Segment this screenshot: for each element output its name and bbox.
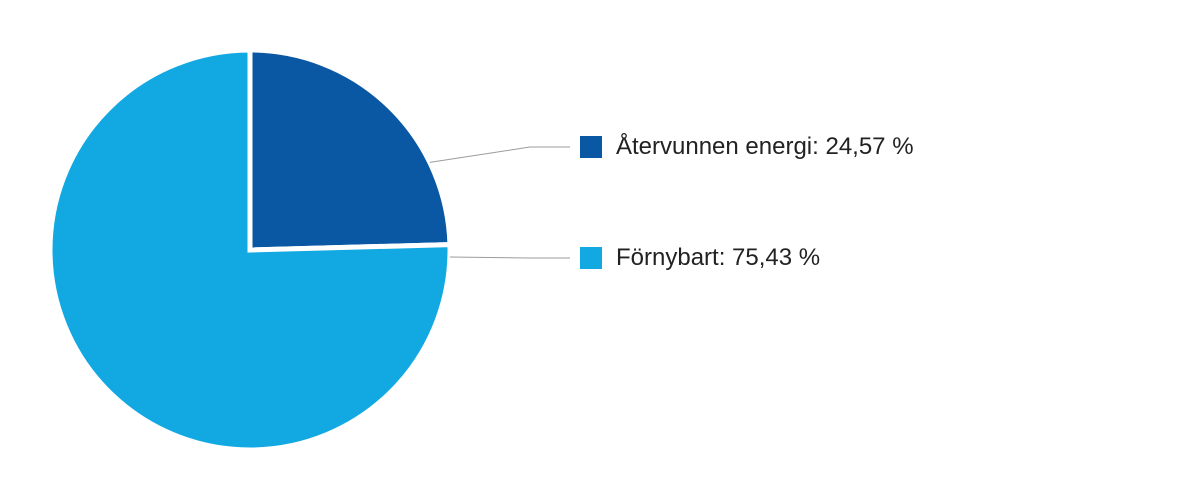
leader-line-fornybart [450,257,570,258]
legend-label-atervunnen: Återvunnen energi: 24,57 % [616,133,914,161]
legend-item-fornybart: Förnybart: 75,43 % [580,244,820,272]
legend-swatch-fornybart [580,247,602,269]
chart-container: Återvunnen energi: 24,57 % Förnybart: 75… [0,0,1200,500]
legend-item-atervunnen: Återvunnen energi: 24,57 % [580,133,914,161]
legend-swatch-atervunnen [580,136,602,158]
legend-label-fornybart: Förnybart: 75,43 % [616,244,820,272]
leader-line-atervunnen [430,147,570,162]
pie-slices [50,50,450,450]
pie-slice-atervunnen [250,50,450,250]
